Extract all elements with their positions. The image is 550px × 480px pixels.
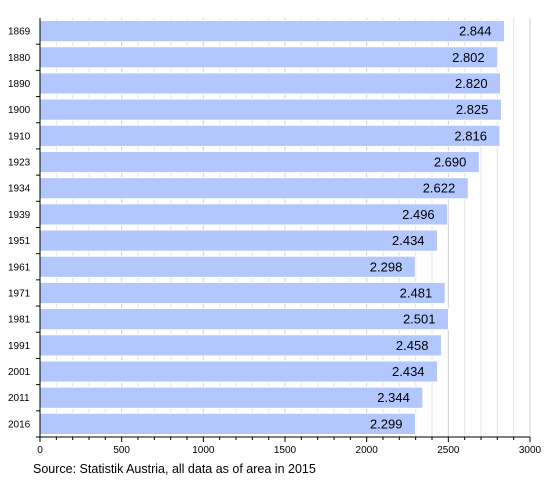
category-label: 1869 — [8, 27, 31, 38]
value-label: 2.458 — [396, 338, 429, 353]
category-label: 2011 — [8, 393, 30, 404]
value-label: 2.298 — [370, 259, 403, 274]
bar-1961 — [39, 255, 416, 278]
category-label: 1939 — [8, 210, 31, 221]
bar-1991 — [39, 334, 442, 357]
bar-1910 — [39, 124, 501, 147]
category-label: 1923 — [8, 158, 31, 169]
category-label: 1900 — [8, 105, 31, 116]
bar-1880 — [39, 46, 499, 69]
category-label: 2016 — [8, 419, 31, 430]
x-tick-label: 2000 — [356, 445, 379, 456]
bar-1923 — [39, 150, 480, 174]
bar-1981 — [39, 308, 449, 331]
category-label: 1971 — [8, 288, 31, 299]
x-tick-label: 0 — [37, 445, 43, 456]
bar-1939 — [39, 203, 449, 226]
value-label: 2.622 — [423, 181, 456, 196]
bar-1890 — [39, 72, 502, 95]
value-label: 2.299 — [370, 416, 403, 431]
bar-1951 — [39, 229, 439, 252]
value-label: 2.501 — [403, 312, 436, 327]
value-label: 2.496 — [402, 207, 435, 222]
value-label: 2.802 — [452, 50, 485, 65]
category-label: 1961 — [8, 262, 31, 273]
x-tick-label: 1000 — [192, 445, 215, 456]
bar-1934 — [39, 177, 469, 200]
value-label: 2.344 — [377, 390, 410, 405]
category-label: 1981 — [8, 315, 31, 326]
x-tick-label: 1500 — [274, 445, 297, 456]
bars: 2.844 2.802 2.820 2.825 2.816 2.690 2.622 2.496… — [39, 20, 506, 435]
bar-2011 — [39, 386, 424, 409]
x-tick-label: 500 — [113, 445, 130, 456]
source-note: Source: Statistik Austria, all data as o… — [33, 462, 316, 476]
value-label: 2.816 — [454, 128, 487, 143]
category-label: 2001 — [8, 367, 31, 378]
value-label: 2.690 — [434, 155, 467, 170]
x-tick-label: 2500 — [437, 445, 460, 456]
category-label: 1934 — [8, 184, 31, 195]
value-label: 2.434 — [392, 233, 425, 248]
bar-1971 — [39, 281, 446, 305]
bar-2001 — [39, 360, 439, 383]
category-label: 1951 — [8, 236, 31, 247]
value-label: 2.434 — [392, 364, 425, 379]
category-label: 1991 — [8, 341, 31, 352]
bar-2016 — [39, 412, 417, 435]
bar-1869 — [39, 20, 506, 43]
value-label: 2.481 — [400, 285, 433, 300]
category-label: 1890 — [8, 79, 31, 90]
category-label: 1910 — [8, 131, 31, 142]
x-tick-label: 3000 — [519, 445, 542, 456]
value-label: 2.820 — [455, 76, 488, 91]
axes: 1869 1880 1890 1900 1910 1923 1934 1939 1951 1961… — [8, 18, 542, 456]
value-label: 2.844 — [459, 24, 492, 39]
category-label: 1880 — [8, 53, 31, 64]
bar-1900 — [39, 98, 502, 121]
value-label: 2.825 — [456, 102, 489, 117]
